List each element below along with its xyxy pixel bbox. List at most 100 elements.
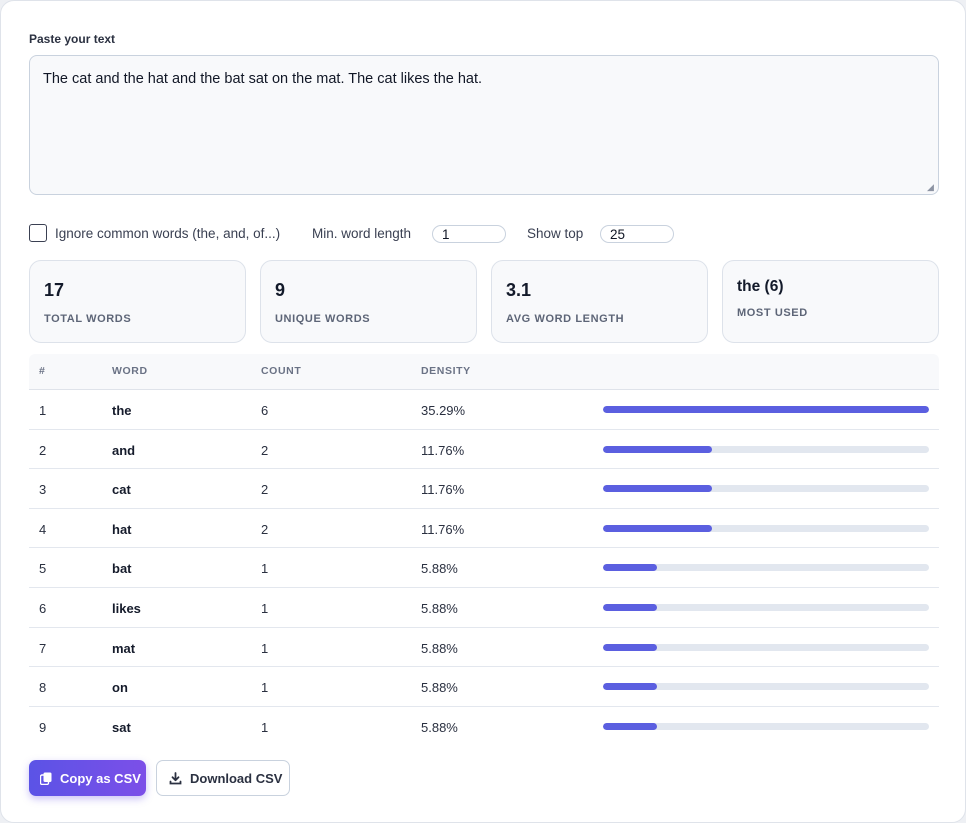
text-input-value: The cat and the hat and the bat sat on t…	[43, 71, 483, 87]
row-rank: 5	[39, 561, 47, 577]
row-rank: 9	[39, 719, 47, 735]
row-word: hat	[112, 521, 132, 537]
density-bar	[603, 643, 929, 651]
row-word: bat	[112, 561, 132, 577]
density-bar-fill	[603, 485, 712, 493]
density-bar-fill	[603, 603, 658, 611]
density-bar	[603, 683, 929, 691]
row-count: 2	[261, 521, 269, 537]
ignore-common-label: Ignore common words (the, and, of...)	[55, 226, 281, 241]
copy-csv-label: Copy as CSV	[60, 770, 141, 786]
column-header-rank: #	[39, 365, 46, 377]
show-top-label: Show top	[527, 226, 584, 241]
download-icon	[169, 771, 182, 784]
stat-value: the (6)	[737, 278, 784, 295]
column-header-density: DENSITY	[421, 365, 471, 377]
min-length-input[interactable]: 1	[432, 225, 506, 243]
row-word: sat	[112, 719, 131, 735]
row-count: 6	[261, 403, 269, 418]
table-row: 6 likes 1 5.88%	[29, 588, 939, 628]
row-rank: 7	[39, 640, 47, 656]
density-bar	[603, 564, 929, 572]
copy-csv-button[interactable]: Copy as CSV	[29, 760, 146, 796]
stat-total-words: 17 TOTAL WORDS	[29, 260, 246, 343]
row-density: 11.76%	[421, 442, 465, 458]
ignore-common-checkbox[interactable]	[29, 224, 47, 242]
column-header-word: WORD	[112, 365, 148, 377]
row-word: mat	[112, 640, 136, 656]
table-row: 1 the 6 35.29%	[29, 390, 939, 430]
density-bar	[603, 485, 929, 493]
row-count: 1	[261, 600, 269, 616]
options-row: Ignore common words (the, and, of...) Mi…	[29, 223, 939, 245]
row-density: 11.76%	[421, 482, 465, 498]
row-count: 1	[261, 561, 269, 577]
frequency-table: # WORD COUNT DENSITY 1 the 6 35.29% 2 and 2 11.…	[29, 354, 939, 746]
row-density: 5.88%	[421, 680, 458, 696]
column-header-count: COUNT	[261, 365, 302, 377]
stat-avg-word-length: 3.1 AVG WORD LENGTH	[491, 260, 708, 343]
stat-value: 17	[44, 280, 65, 300]
row-word: the	[112, 403, 132, 418]
row-density: 5.88%	[421, 640, 458, 656]
stat-label: TOTAL WORDS	[44, 313, 132, 325]
density-bar-fill	[603, 643, 658, 651]
stat-value: 9	[275, 280, 286, 300]
density-bar	[603, 524, 929, 532]
text-input-label: Paste your text	[29, 32, 116, 46]
row-rank: 6	[39, 600, 47, 616]
density-bar-fill	[603, 524, 712, 532]
row-rank: 8	[39, 680, 47, 696]
stat-label: AVG WORD LENGTH	[506, 313, 625, 325]
row-word: cat	[112, 482, 131, 498]
row-count: 1	[261, 640, 269, 656]
row-rank: 3	[39, 482, 47, 498]
density-bar-fill	[603, 683, 658, 691]
row-density: 5.88%	[421, 719, 458, 735]
row-rank: 4	[39, 521, 47, 537]
stat-most-used: the (6) MOST USED	[722, 260, 939, 343]
table-row: 3 cat 2 11.76%	[29, 469, 939, 509]
download-csv-button[interactable]: Download CSV	[156, 760, 290, 796]
copy-icon	[40, 772, 52, 785]
row-density: 35.29%	[421, 403, 466, 418]
row-word: likes	[112, 600, 141, 616]
row-rank: 1	[39, 403, 47, 418]
stat-value: 3.1	[506, 280, 532, 300]
density-bar	[603, 603, 929, 611]
table-row: 7 mat 1 5.88%	[29, 628, 939, 668]
stat-label: UNIQUE WORDS	[275, 313, 371, 325]
table-row: 9 sat 1 5.88%	[29, 707, 939, 747]
density-bar-fill	[603, 564, 658, 572]
stat-unique-words: 9 UNIQUE WORDS	[260, 260, 477, 343]
row-count: 1	[261, 680, 269, 696]
row-density: 11.76%	[421, 521, 465, 537]
table-row: 5 bat 1 5.88%	[29, 548, 939, 588]
row-count: 2	[261, 442, 269, 458]
text-input[interactable]: The cat and the hat and the bat sat on t…	[29, 55, 939, 195]
resize-handle-icon[interactable]: ◢	[927, 182, 934, 192]
table-row: 2 and 2 11.76%	[29, 430, 939, 470]
show-top-input[interactable]: 25	[600, 225, 674, 243]
table-header: # WORD COUNT DENSITY	[29, 354, 939, 390]
density-bar-fill	[603, 722, 658, 730]
min-length-label: Min. word length	[312, 226, 412, 241]
table-row: 4 hat 2 11.76%	[29, 509, 939, 549]
download-csv-label: Download CSV	[190, 770, 283, 786]
density-bar	[603, 406, 929, 413]
row-density: 5.88%	[421, 600, 458, 616]
density-bar-fill	[603, 406, 929, 413]
row-count: 1	[261, 719, 269, 735]
table-body: 1 the 6 35.29% 2 and 2 11.76% 3 cat 2 11.76% 4 hat 2 11…	[29, 390, 939, 746]
row-rank: 2	[39, 442, 47, 458]
row-word: and	[112, 442, 136, 458]
row-count: 2	[261, 482, 269, 498]
row-word: on	[112, 680, 128, 696]
table-row: 8 on 1 5.88%	[29, 667, 939, 707]
density-bar	[603, 722, 929, 730]
row-density: 5.88%	[421, 561, 458, 577]
stat-label: MOST USED	[737, 307, 808, 319]
density-bar-fill	[603, 445, 712, 453]
density-bar	[603, 445, 929, 453]
